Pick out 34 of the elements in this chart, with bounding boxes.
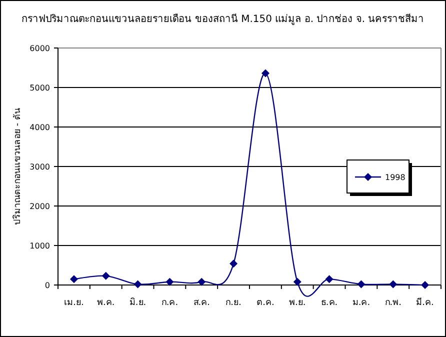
- y-tick-label: 6000: [30, 44, 50, 53]
- y-tick-label: 5000: [30, 84, 50, 92]
- y-tick-label: 3000: [30, 162, 50, 172]
- x-tick-label: ก.ย.: [226, 298, 242, 308]
- point: [134, 280, 142, 288]
- x-tick-label: พ.ย.: [289, 298, 306, 308]
- y-axis-title: ปริมาณตะกอนแขวนลอย - ตัน: [12, 108, 23, 225]
- point: [166, 278, 174, 286]
- title: กราฟปริมาณตะกอนแขวนลอยรายเดือน ของสถานี M.150 แม่มูล อ. ปากช่อง จ. นครราชสีมา: [22, 14, 424, 25]
- y-tick-label: 2000: [30, 202, 50, 211]
- point: [70, 275, 78, 284]
- point: [389, 280, 398, 288]
- point: [198, 278, 206, 286]
- point: [261, 69, 270, 78]
- x-tick-label: ก.ค.: [161, 298, 178, 308]
- point: [325, 275, 334, 284]
- x-tick-label: มี.ค.: [416, 297, 434, 308]
- y-tick-label: 4000: [30, 123, 50, 132]
- x-tick-label: ม.ค.: [352, 298, 370, 308]
- legend-label: 1998: [385, 173, 406, 182]
- x-tick-label: ส.ค.: [193, 298, 210, 308]
- point: [230, 260, 238, 268]
- point: [357, 280, 366, 288]
- x-tick-label: มิ.ย.: [129, 297, 146, 308]
- x-tick-label: พ.ค.: [97, 298, 115, 308]
- x-tick-label: เม.ย.: [64, 298, 84, 308]
- x-tick-label: ต.ค.: [256, 298, 274, 308]
- point: [421, 281, 430, 289]
- x-tick-label: ธ.ค.: [320, 298, 338, 308]
- point: [102, 272, 110, 280]
- x-tick-label: ก.พ.: [384, 298, 402, 308]
- point: [293, 278, 302, 286]
- y-tick-label: 0: [44, 281, 50, 290]
- y-tick-label: 1000: [30, 242, 50, 250]
